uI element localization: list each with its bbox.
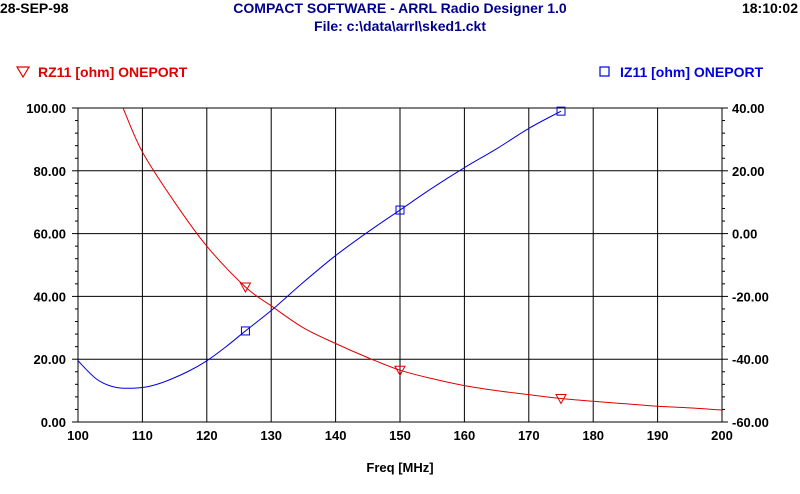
header-date: 28-SEP-98 [0,0,69,16]
iz11-marker [556,106,566,116]
legend-iz11-label: IZ11 [ohm] ONEPORT [620,64,764,80]
x-tick-label: 130 [260,428,282,443]
x-tick-label: 140 [325,428,347,443]
x-tick-label: 150 [389,428,411,443]
y-right-tick-label: -20.00 [732,289,769,304]
x-tick-label: 160 [454,428,476,443]
header-title: COMPACT SOFTWARE - ARRL Radio Designer 1… [233,0,567,16]
legend-iz11: IZ11 [ohm] ONEPORT [598,64,763,80]
square-icon [599,66,610,77]
y-left-tick-label: 20.00 [33,352,66,367]
iz11-marker [395,205,405,215]
x-tick-label: 100 [67,428,89,443]
y-left-tick-label: 100.00 [26,101,66,116]
y-right-tick-label: 40.00 [732,101,765,116]
x-tick-label: 200 [711,428,733,443]
y-right-tick-label: 20.00 [732,164,765,179]
y-left-tick-label: 80.00 [33,164,66,179]
iz11-marker [240,326,250,336]
x-tick-label: 170 [518,428,540,443]
y-right-tick-label: -60.00 [732,415,769,430]
series-line-rz11 [122,108,722,411]
legend-rz11-label: RZ11 [ohm] ONEPORT [38,64,188,80]
y-left-tick-label: 40.00 [33,289,66,304]
y-left-tick-label: 0.00 [41,415,66,430]
x-tick-label: 190 [647,428,669,443]
legend-rz11: RZ11 [ohm] ONEPORT [16,64,187,80]
y-right-tick-label: 0.00 [732,227,757,242]
x-tick-label: 120 [196,428,218,443]
series-line-iz11 [78,110,562,389]
rz11-marker [394,365,406,377]
x-tick-label: 180 [582,428,604,443]
rz11-marker [555,393,567,405]
rz11-marker [239,282,252,294]
triangle-down-icon [16,66,30,78]
y-left-tick-label: 60.00 [33,227,66,242]
x-tick-label: 110 [132,428,153,443]
header-time: 18:10:02 [741,0,798,16]
header-file: File: c:\data\arrl\sked1.ckt [314,18,486,34]
x-axis-label: Freq [MHz] [366,460,433,475]
y-right-tick-label: -40.00 [732,352,769,367]
